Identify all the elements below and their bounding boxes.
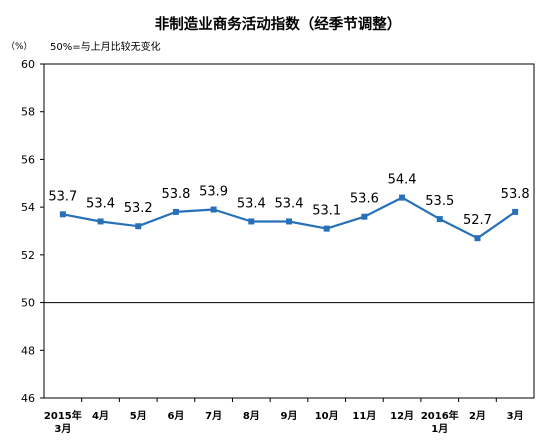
data-point-marker: [210, 206, 217, 213]
data-label: 53.5: [425, 194, 454, 209]
y-tick-label: 50: [21, 297, 35, 310]
data-labels: 53.7 53.4 53.2 53.8 53.9 53.4 53.4 53.1 53.6 54.4…: [48, 173, 529, 229]
x-tick-label: 3月: [507, 410, 524, 422]
data-point-marker: [361, 213, 368, 220]
y-tick-label: 48: [21, 344, 35, 357]
data-point-marker: [474, 235, 481, 242]
x-tick-label: 11月: [352, 410, 376, 422]
data-label: 53.2: [124, 201, 153, 216]
x-tick-label: 10月: [315, 410, 339, 422]
data-label: 53.7: [48, 189, 77, 204]
plot-frame: [43, 63, 535, 399]
data-label: 53.8: [501, 187, 530, 202]
data-label: 53.6: [350, 192, 379, 207]
y-tick-label: 54: [21, 201, 35, 214]
data-label: 53.1: [312, 204, 341, 219]
data-label: 52.7: [463, 213, 492, 228]
data-point-marker: [512, 208, 519, 215]
y-tick-label: 46: [21, 392, 35, 405]
data-label: 53.4: [237, 196, 266, 211]
y-tick-label: 60: [21, 58, 35, 71]
x-tick-label: 2月: [469, 410, 486, 422]
x-tick-label: 5月: [130, 410, 147, 422]
x-tick-label: 7月: [205, 410, 222, 422]
x-tick-label: 12月: [390, 410, 414, 422]
data-point-marker: [97, 218, 104, 225]
data-point-marker: [172, 208, 179, 215]
x-tick-label: 8月: [243, 410, 260, 422]
data-label: 53.9: [199, 185, 228, 200]
data-point-marker: [248, 218, 255, 225]
data-label: 53.8: [161, 187, 190, 202]
y-tick-label: 56: [21, 153, 35, 166]
y-tick-label: 58: [21, 106, 35, 119]
data-point-marker: [135, 223, 142, 230]
x-tick-label: 3月: [54, 423, 71, 435]
data-point-marker: [323, 225, 330, 232]
x-tick-label: 6月: [167, 410, 184, 422]
data-point-marker: [436, 216, 443, 223]
x-tick-label: 2016年: [421, 409, 459, 422]
axes: [40, 63, 535, 402]
data-point-marker: [399, 194, 406, 201]
x-tick-label: 1月: [431, 423, 448, 435]
data-point-marker: [286, 218, 292, 225]
reference-note: 50%=与上月比较无变化: [50, 40, 161, 53]
series-line: [59, 194, 519, 242]
data-label: 53.4: [275, 196, 304, 211]
x-tick-label: 2015年: [44, 409, 82, 422]
data-point-marker: [59, 211, 66, 218]
chart-title: 非制造业商务活动指数（经季节调整）: [155, 15, 402, 33]
y-tick-label: 52: [21, 249, 35, 262]
x-tick-label: 4月: [92, 410, 109, 422]
x-tick-label: 9月: [281, 410, 298, 422]
data-label: 54.4: [388, 173, 417, 188]
y-axis-unit: （%）: [6, 41, 33, 52]
data-label: 53.4: [86, 196, 115, 211]
